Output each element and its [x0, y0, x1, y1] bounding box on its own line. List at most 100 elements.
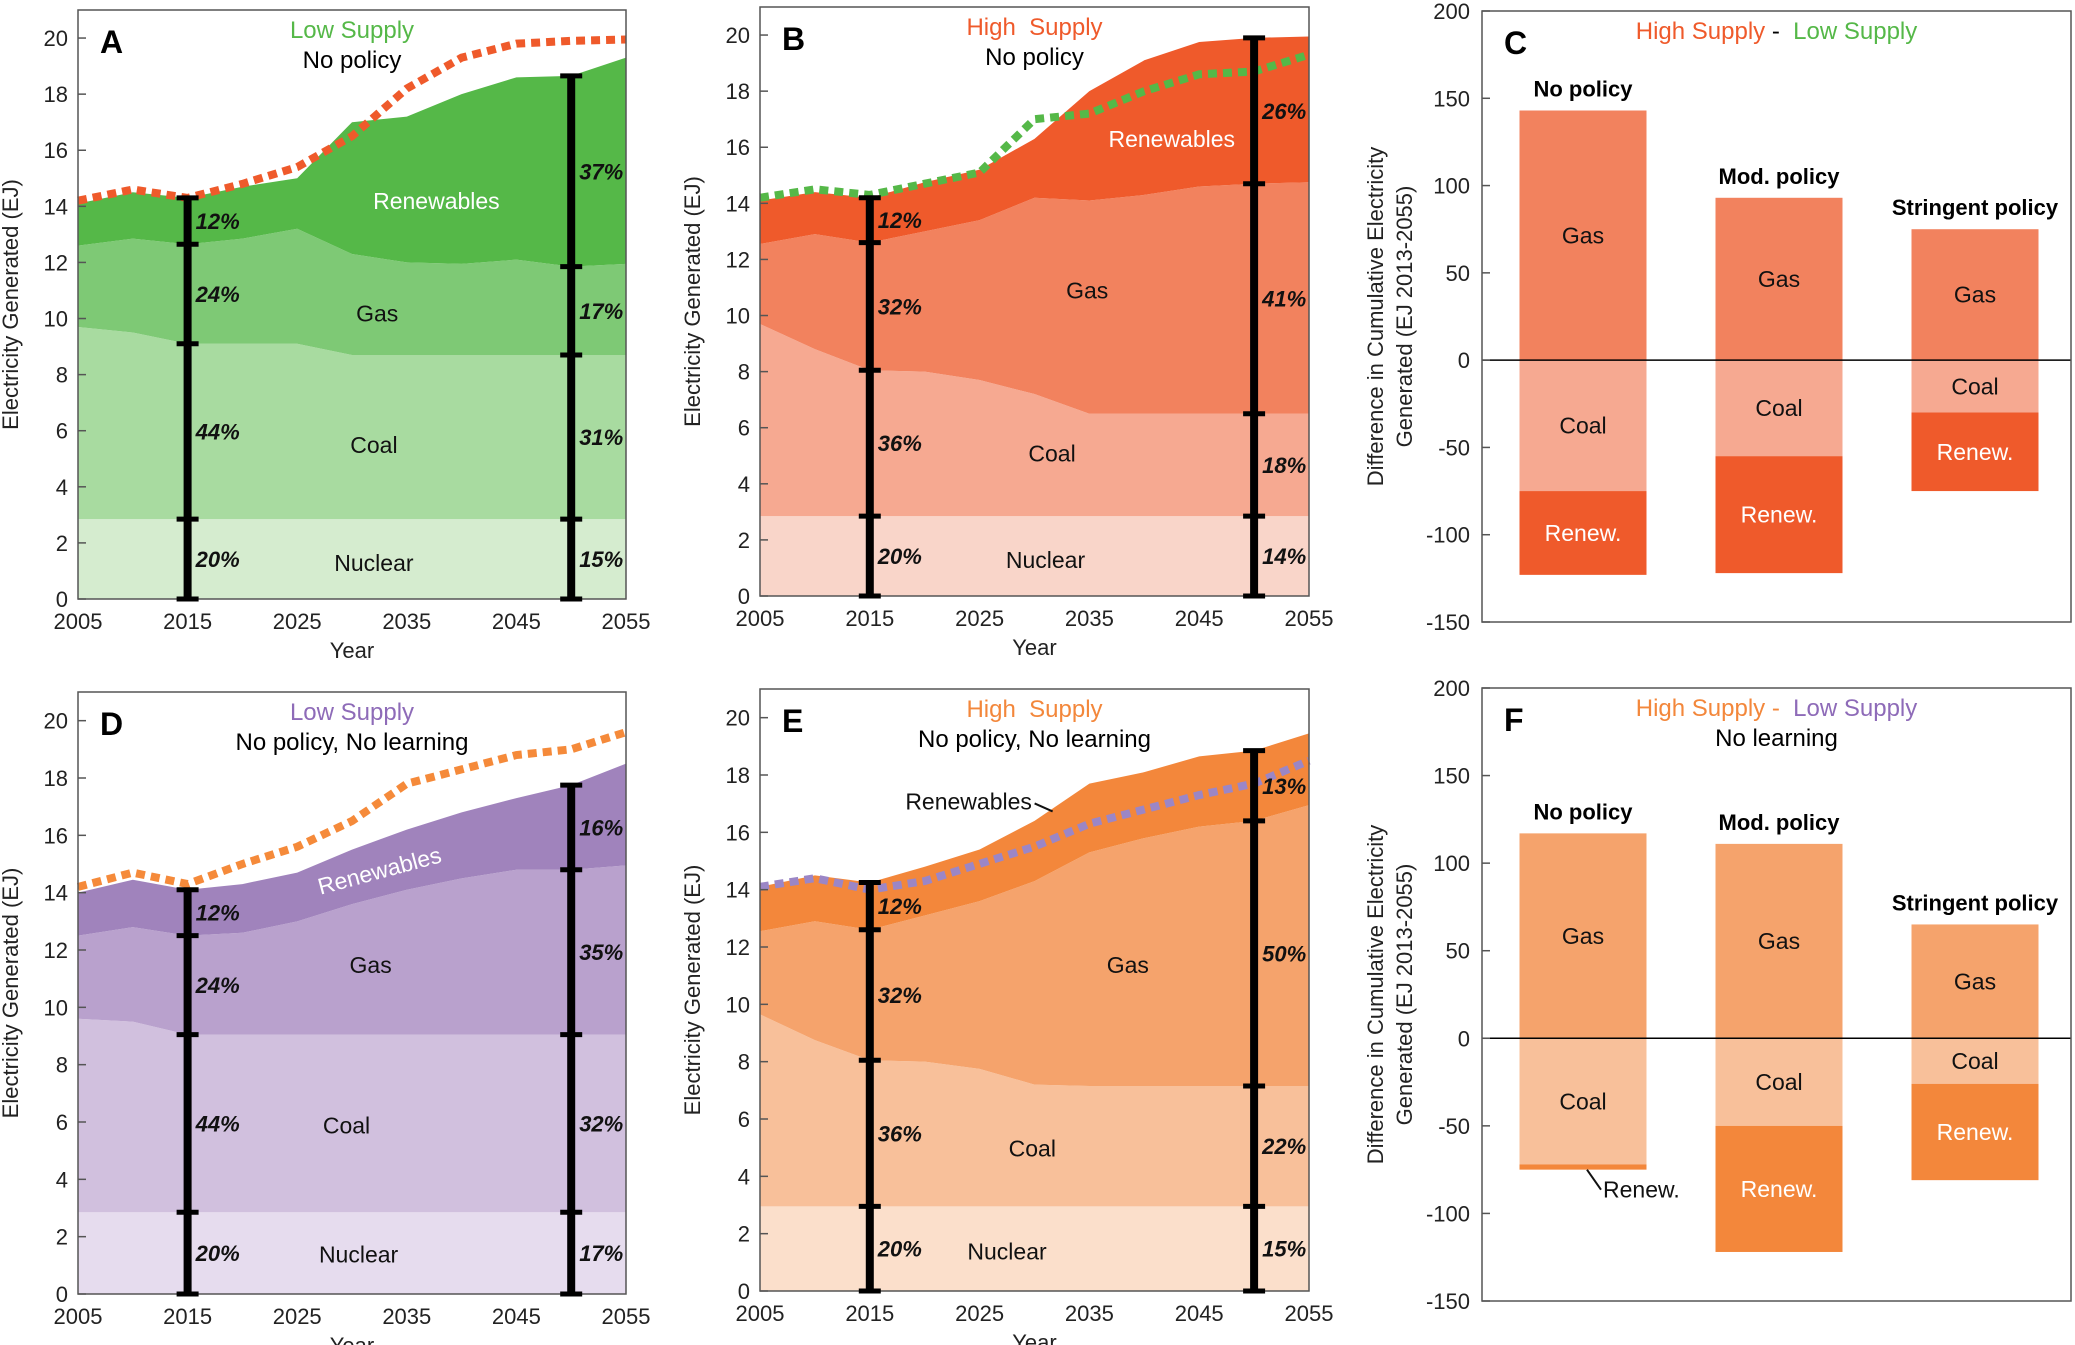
y-tick-label: 10	[726, 992, 750, 1017]
area-gas	[760, 182, 1309, 414]
panel-a: Nuclear Coal Gas Renewables 0 2 4 6 8 10 12 14 16 18 2…	[0, 9, 650, 663]
segment-leader-line	[1586, 1169, 1602, 1191]
series-label-renewables: Renewables	[373, 188, 500, 214]
x-tick-label: 2025	[955, 606, 1004, 631]
panel-title: Low Supply	[290, 17, 414, 44]
y-tick-label: 8	[738, 360, 750, 385]
x-tick-label: 2005	[736, 1301, 785, 1326]
x-tick-label: 2025	[273, 1304, 322, 1329]
bar-gas	[1911, 924, 2039, 1039]
share-label: 15%	[1262, 1237, 1306, 1262]
panel-letter: F	[1504, 702, 1524, 738]
title-part: -	[1765, 18, 1786, 45]
y-tick-label: 2	[56, 1225, 68, 1250]
bar-renew	[1715, 1125, 1843, 1252]
area-gas	[760, 805, 1309, 1087]
bar-renew	[1911, 412, 2039, 492]
x-tick-label: 2005	[54, 609, 103, 634]
share-label: 41%	[1261, 287, 1306, 312]
y-tick-label: 12	[44, 938, 68, 963]
y-axis-label: Difference in Cumulative Electricity	[1363, 825, 1388, 1165]
x-axis-label: Year	[1012, 1330, 1056, 1345]
segment-label: Renew.	[1937, 439, 2014, 465]
y-tick-label: 10	[44, 995, 68, 1020]
category-label: Mod. policy	[1719, 164, 1841, 189]
series-label-nuclear: Nuclear	[1006, 547, 1086, 573]
share-label: 12%	[196, 901, 240, 926]
series-label-gas: Gas	[356, 300, 398, 326]
share-label: 18%	[1262, 453, 1306, 478]
share-label: 44%	[195, 419, 240, 444]
share-label: 50%	[1262, 941, 1306, 966]
x-tick-label: 2005	[54, 1304, 103, 1329]
panel-d: NuclearCoalGasRenewables0246810121416182…	[0, 691, 651, 1345]
share-label: 32%	[579, 1111, 623, 1136]
y-tick-label: 4	[738, 1164, 750, 1189]
y-tick-label: 10	[44, 307, 68, 332]
share-label: 26%	[1261, 99, 1306, 124]
segment-label: Gas	[1562, 923, 1604, 949]
comparison-total-line	[759, 50, 1311, 202]
segment-label: Renew.	[1545, 520, 1622, 546]
plot-frame	[1481, 687, 2072, 1302]
plot-frame	[1481, 10, 2072, 623]
y-axis-label: Electricity Generated (EJ)	[680, 865, 705, 1116]
x-tick-label: 2035	[382, 1304, 431, 1329]
segment-label: Gas	[1758, 266, 1800, 292]
y-tick-label: 0	[56, 1282, 68, 1307]
y-tick-label: -50	[1438, 1114, 1470, 1139]
y-axis-label: Electricity Generated (EJ)	[0, 868, 23, 1119]
plot-frame	[77, 9, 627, 600]
series-label-nuclear: Nuclear	[319, 1241, 399, 1267]
area-coal	[760, 323, 1309, 517]
series-label-coal: Coal	[323, 1112, 370, 1138]
y-tick-label: 2	[56, 531, 68, 556]
area-nuclear	[760, 516, 1309, 596]
y-tick-label: 0	[738, 584, 750, 609]
x-tick-label: 2035	[1065, 1301, 1114, 1326]
series-label-coal: Coal	[1009, 1135, 1056, 1161]
series-label-renewables: Renewables	[905, 788, 1032, 814]
area-gas	[78, 228, 626, 355]
y-axis-label: Generated (EJ 2013-2055)	[1392, 186, 1417, 448]
share-label: 20%	[195, 547, 240, 572]
x-axis-label: Year	[330, 1333, 374, 1345]
y-tick-label: 0	[1458, 348, 1470, 373]
panel-letter: B	[782, 21, 805, 57]
x-tick-label: 2055	[602, 1304, 651, 1329]
share-label: 12%	[878, 894, 922, 919]
bar-renew	[1715, 456, 1843, 574]
x-tick-label: 2035	[1065, 606, 1114, 631]
share-label: 32%	[878, 983, 922, 1008]
y-tick-label: 200	[1433, 0, 1470, 24]
segment-label: Coal	[1755, 395, 1802, 421]
y-tick-label: 0	[738, 1279, 750, 1304]
plot-frame	[759, 6, 1310, 597]
y-tick-label: 12	[44, 250, 68, 275]
series-label-gas: Gas	[1107, 952, 1149, 978]
y-tick-label: 100	[1433, 174, 1470, 199]
series-label-nuclear: Nuclear	[334, 550, 414, 576]
x-tick-label: 2055	[1285, 1301, 1334, 1326]
y-tick-label: 50	[1446, 261, 1470, 286]
area-coal	[78, 326, 626, 520]
x-tick-label: 2015	[163, 1304, 212, 1329]
panel-c: Gas Coal Renew. No policy Gas Coal Renew. Mod. …	[1363, 0, 2072, 635]
area-nuclear	[760, 1206, 1309, 1291]
panel-letter: E	[782, 703, 803, 739]
share-label: 20%	[195, 1241, 240, 1266]
share-label: 17%	[579, 1241, 623, 1266]
segment-label: Gas	[1954, 282, 1996, 308]
y-tick-label: 4	[56, 1167, 68, 1192]
panel-e: Nuclear Coal Gas Renewables 0 2 4 6 8 10 12 14 16 18 2…	[680, 688, 1334, 1345]
share-label: 12%	[878, 208, 922, 233]
bar-renew	[1519, 1164, 1647, 1170]
y-tick-label: 6	[738, 1107, 750, 1132]
y-tick-label: 14	[44, 881, 68, 906]
area-renewables	[78, 763, 626, 936]
y-tick-label: 18	[726, 763, 750, 788]
segment-label: Coal	[1951, 1048, 1998, 1074]
share-label: 32%	[878, 294, 922, 319]
panel-subtitle: No policy, No learning	[235, 729, 468, 756]
